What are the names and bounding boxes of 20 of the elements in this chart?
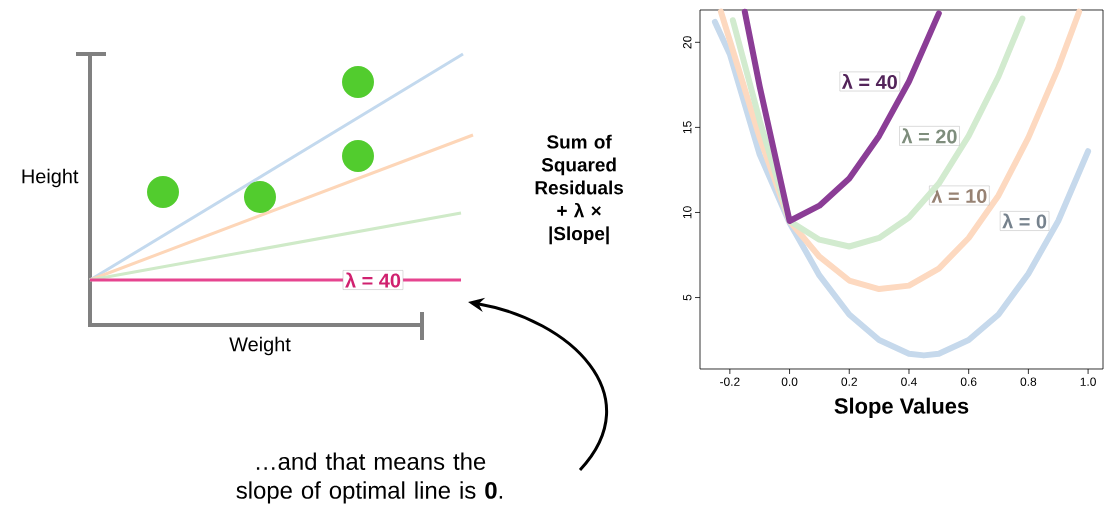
text: …and that means the slope of optimal line is 0. (236, 452, 503, 504)
x-axis-title: Slope Values (834, 397, 969, 419)
x-tick-label: 0.0 (781, 377, 798, 386)
series-label: λ = 40 (841, 73, 897, 90)
text: Height (22, 168, 79, 188)
x-tick-label: 0.2 (841, 377, 857, 386)
text: λ = 40 (345, 272, 401, 288)
y-axis-title: Sum of Squared Residuals + λ × |Slope| (535, 134, 624, 245)
y-tick-label: 10 (683, 206, 692, 219)
series-label: λ = 0 (1002, 213, 1047, 229)
x-tick-label: 0.6 (960, 377, 977, 386)
y-tick-label: 5 (683, 294, 692, 301)
x-tick-label: 0.4 (901, 377, 917, 386)
y-tick-label: 20 (683, 36, 692, 49)
text: Weight (229, 336, 291, 356)
x-tick-label: 1.0 (1080, 377, 1096, 386)
series-label: λ = 20 (901, 128, 957, 144)
x-tick-label: 0.8 (1020, 377, 1037, 386)
x-tick-label: -0.2 (720, 377, 740, 386)
y-tick-label: 15 (683, 121, 692, 134)
